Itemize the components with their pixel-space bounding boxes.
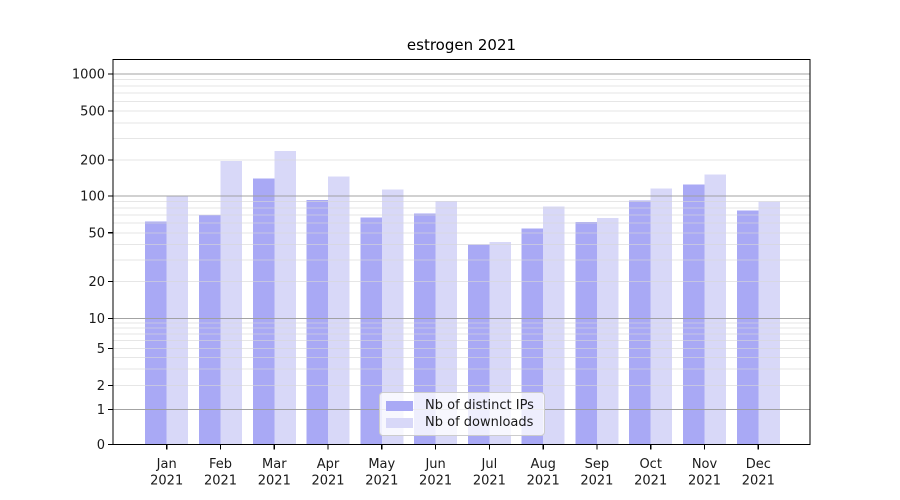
bar-sep-downloads bbox=[596, 218, 619, 445]
x-tick-label-month: Feb bbox=[209, 457, 232, 472]
y-tick-label: 10 bbox=[88, 312, 105, 327]
bar-mar-distinct-ips bbox=[252, 178, 275, 445]
bar-may-distinct-ips bbox=[360, 217, 382, 445]
x-tick-label-month: Mar bbox=[262, 457, 287, 472]
bar-may-downloads bbox=[381, 189, 404, 445]
x-tick-label-year: 2021 bbox=[742, 474, 775, 489]
x-tick-label-month: Jan bbox=[156, 457, 177, 472]
x-axis: Jan 2021 Feb 2021 Mar 2021 Apr 2021 May 2021 Jun 20… bbox=[150, 444, 775, 489]
bar-feb-distinct-ips bbox=[199, 214, 221, 445]
x-tick-label-year: 2021 bbox=[473, 474, 506, 489]
y-tick-label: 200 bbox=[80, 154, 105, 169]
plot-border bbox=[112, 58, 811, 446]
x-tick-label-month: Sep bbox=[585, 457, 610, 472]
bar-nov-downloads bbox=[704, 174, 726, 445]
bar-apr-distinct-ips bbox=[306, 199, 328, 445]
legend-swatch-distinct-ips-icon bbox=[386, 400, 413, 411]
legend-label-distinct-ips: Nb of distinct IPs bbox=[425, 398, 534, 413]
x-tick-label-year: 2021 bbox=[365, 474, 398, 489]
bar-mar-downloads bbox=[274, 151, 296, 445]
x-tick-label-year: 2021 bbox=[580, 474, 613, 489]
x-tick-label-month: May bbox=[368, 457, 395, 472]
x-tick-label-year: 2021 bbox=[150, 474, 183, 489]
y-tick-label: 20 bbox=[88, 275, 105, 290]
chart-title: estrogen 2021 bbox=[406, 36, 517, 54]
bar-jan-downloads bbox=[166, 196, 189, 445]
y-tick-label: 500 bbox=[80, 105, 105, 120]
bar-sep-distinct-ips bbox=[575, 222, 597, 445]
x-tick-label-year: 2021 bbox=[419, 474, 452, 489]
x-tick-label-month: Oct bbox=[639, 457, 661, 472]
bar-nov-distinct-ips bbox=[683, 184, 705, 445]
bar-aug-downloads bbox=[543, 206, 565, 445]
x-tick-label-year: 2021 bbox=[688, 474, 721, 489]
y-tick-label: 100 bbox=[80, 190, 105, 205]
x-tick-label-month: Jun bbox=[424, 457, 445, 472]
x-tick-label-month: Nov bbox=[692, 457, 718, 472]
bar-feb-downloads bbox=[220, 161, 242, 445]
bar-oct-distinct-ips bbox=[629, 200, 651, 445]
legend: Nb of distinct IPs Nb of downloads bbox=[379, 392, 545, 436]
x-tick-label-month: Jul bbox=[481, 457, 498, 472]
legend-item-distinct-ips: Nb of distinct IPs bbox=[386, 398, 536, 413]
legend-item-downloads: Nb of downloads bbox=[386, 415, 536, 430]
bar-dec-distinct-ips bbox=[736, 210, 759, 445]
bar-jan-distinct-ips bbox=[145, 221, 167, 445]
bar-aug-distinct-ips bbox=[521, 228, 544, 445]
y-tick-label: 50 bbox=[88, 226, 105, 241]
legend-label-downloads: Nb of downloads bbox=[425, 415, 534, 430]
x-tick-label-month: Aug bbox=[531, 457, 556, 472]
x-tick-label-year: 2021 bbox=[311, 474, 344, 489]
gridlines-group bbox=[113, 73, 810, 410]
x-tick-label-month: Apr bbox=[317, 457, 340, 472]
y-tick-label: 2 bbox=[97, 379, 105, 394]
y-tick-label: 1000 bbox=[72, 68, 105, 83]
x-tick-label-year: 2021 bbox=[634, 474, 667, 489]
y-tick-label: 1 bbox=[97, 403, 105, 418]
y-axis: 0 1 2 5 10 20 50 100 200 500 1000 bbox=[72, 68, 113, 453]
bar-apr-downloads bbox=[328, 176, 350, 445]
x-tick-label-year: 2021 bbox=[204, 474, 237, 489]
y-tick-label: 5 bbox=[97, 342, 105, 357]
x-tick-label-year: 2021 bbox=[258, 474, 291, 489]
bar-jun-distinct-ips bbox=[414, 213, 436, 445]
x-tick-label-month: Dec bbox=[746, 457, 771, 472]
legend-swatch-downloads-icon bbox=[386, 417, 413, 428]
y-tick-label: 0 bbox=[97, 438, 105, 453]
bar-oct-downloads bbox=[650, 188, 673, 445]
x-tick-label-year: 2021 bbox=[527, 474, 560, 489]
